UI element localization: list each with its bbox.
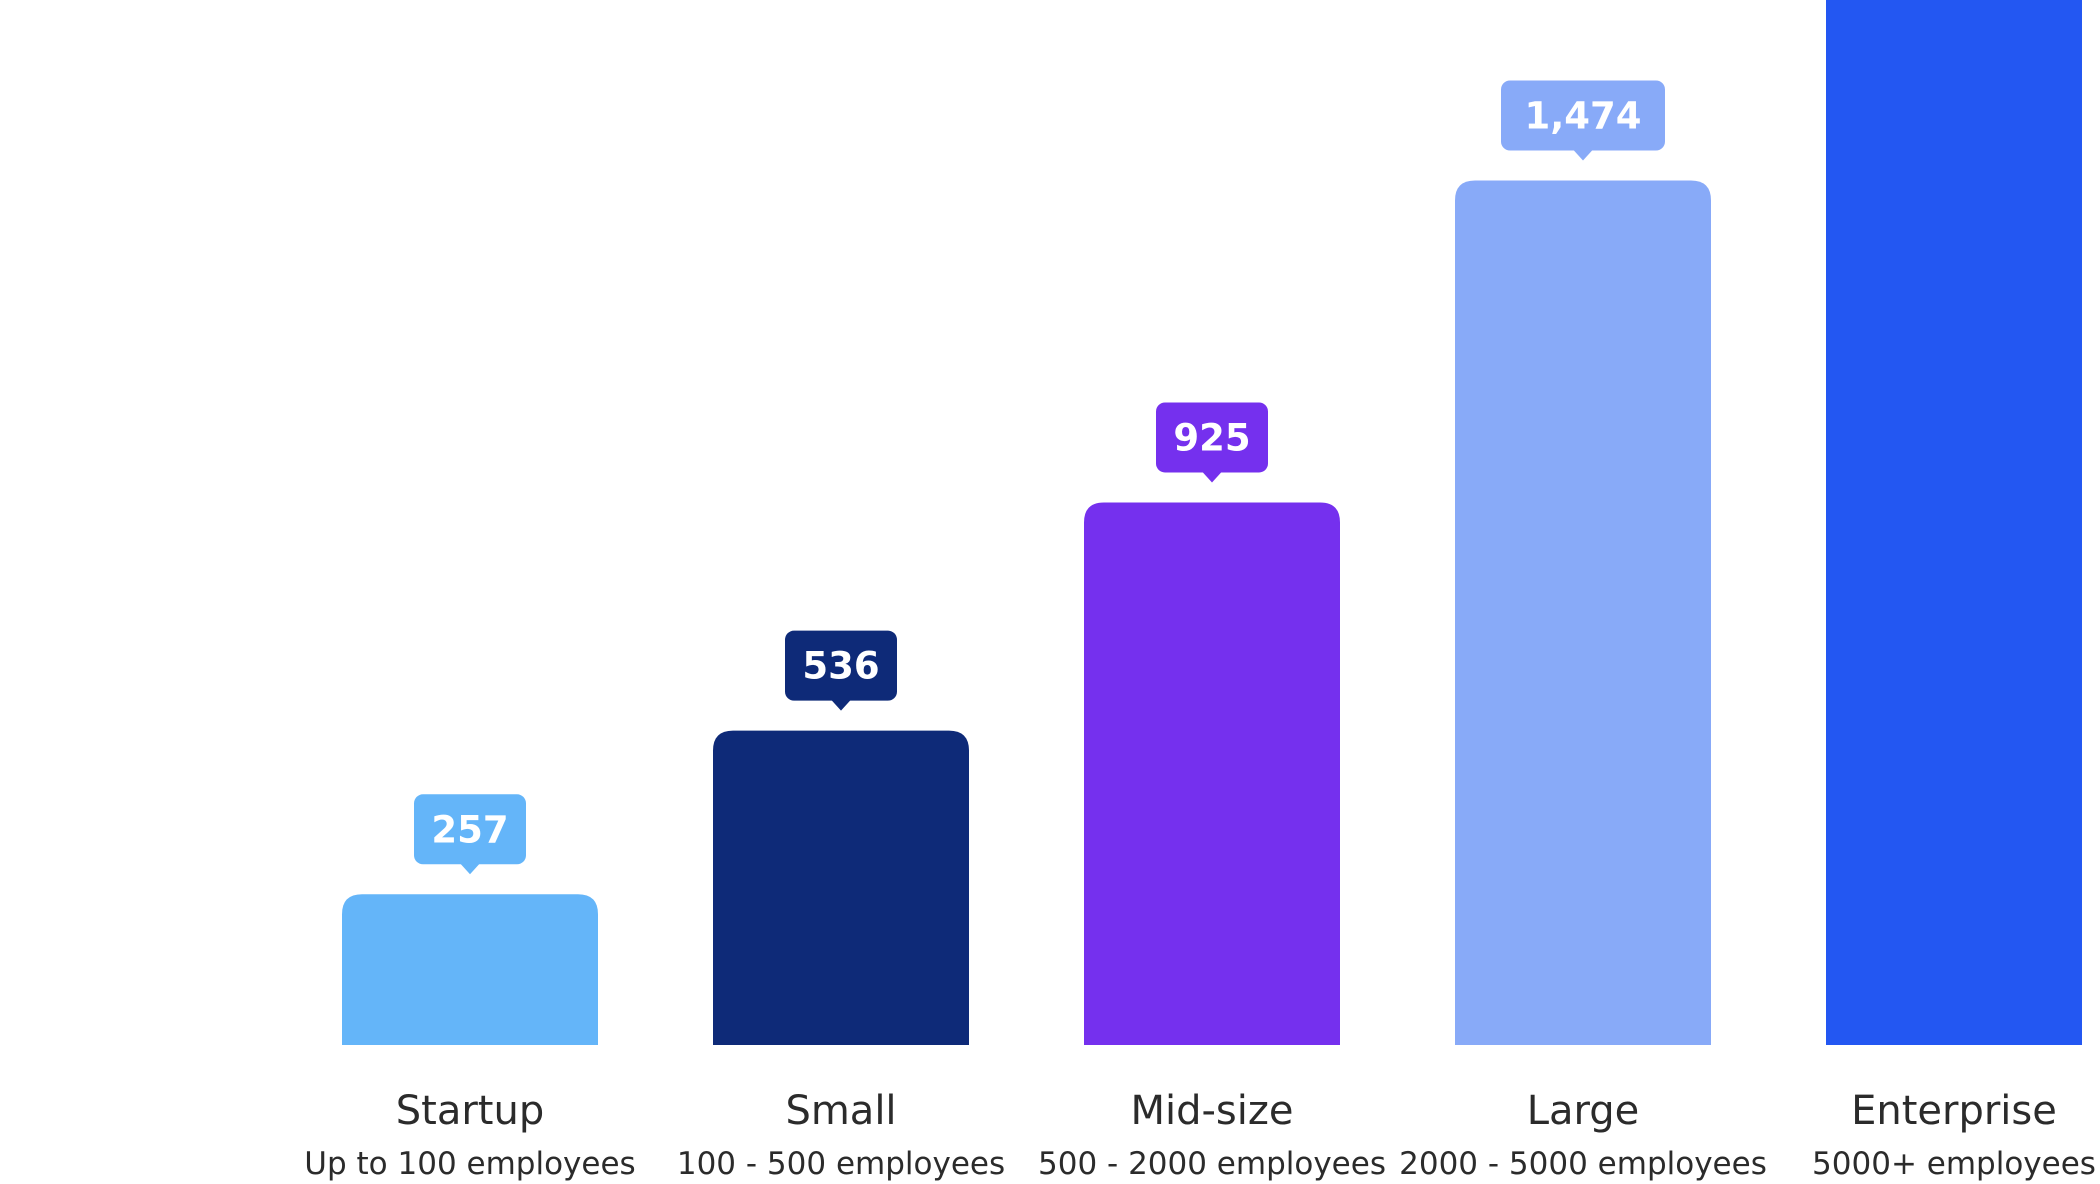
category-label: Large bbox=[1527, 1088, 1640, 1134]
value-label: 536 bbox=[802, 645, 879, 688]
bar-large bbox=[1455, 180, 1711, 1045]
category-sublabel: 5000+ employees bbox=[1812, 1146, 2096, 1182]
bars-group bbox=[342, 0, 2082, 1045]
value-label: 1,474 bbox=[1524, 94, 1641, 137]
value-callout bbox=[1156, 402, 1268, 473]
value-callout-pointer bbox=[1573, 149, 1593, 161]
value-callout-pointer bbox=[831, 699, 851, 711]
category-labels-group: Startup Up to 100 employees Small 100 - 500… bbox=[304, 1088, 2096, 1182]
category-sublabel: Up to 100 employees bbox=[304, 1146, 635, 1182]
category-label: Startup bbox=[396, 1088, 544, 1134]
value-label: 925 bbox=[1173, 416, 1250, 459]
category-sublabel: 100 - 500 employees bbox=[677, 1146, 1005, 1182]
bar-mid-size bbox=[1084, 502, 1340, 1045]
value-label: 257 bbox=[431, 808, 508, 851]
bar-enterprise bbox=[1826, 0, 2082, 1045]
category-label: Enterprise bbox=[1851, 1088, 2057, 1134]
value-callout bbox=[414, 794, 526, 865]
bar-small bbox=[713, 730, 969, 1045]
category-sublabel: 500 - 2000 employees bbox=[1038, 1146, 1386, 1182]
value-callout-pointer bbox=[1202, 471, 1222, 483]
value-callout bbox=[785, 630, 897, 701]
value-callout bbox=[1501, 80, 1665, 151]
category-label: Mid-size bbox=[1130, 1088, 1293, 1134]
bar-startup bbox=[342, 894, 598, 1045]
value-callout-pointer bbox=[460, 863, 480, 875]
category-sublabel: 2000 - 5000 employees bbox=[1399, 1146, 1767, 1182]
category-label: Small bbox=[785, 1088, 896, 1134]
